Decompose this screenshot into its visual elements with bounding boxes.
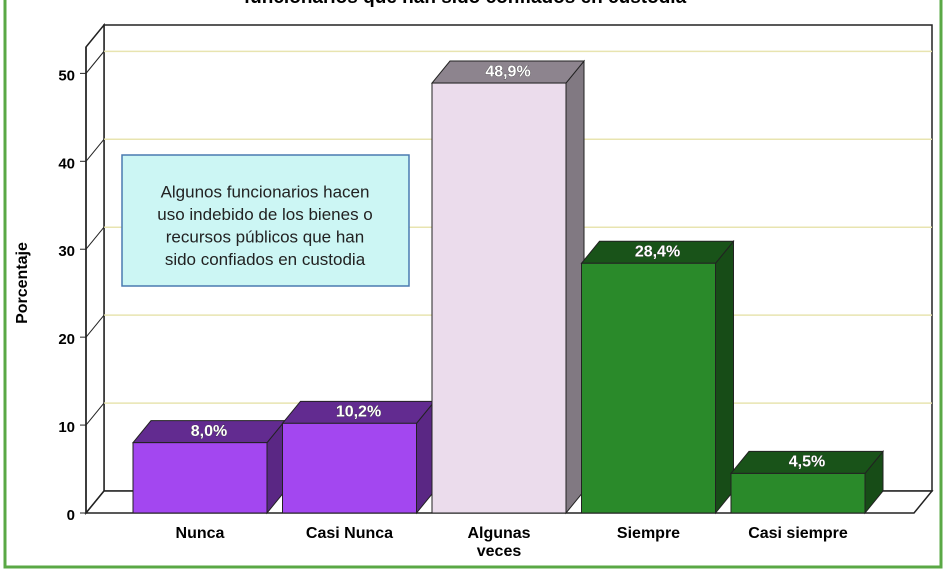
bar-side — [715, 239, 734, 515]
tick-mark — [85, 226, 105, 250]
x-tick-label: Algunas veces — [467, 525, 530, 560]
y-tick-label: 40 — [58, 155, 75, 172]
bar — [132, 442, 268, 514]
annotation: Algunos funcionarios hacen uso indebido d… — [121, 154, 410, 287]
tick-mark — [85, 402, 105, 426]
bar — [730, 472, 866, 514]
bar — [282, 422, 417, 514]
tick-mark — [85, 314, 105, 338]
x-tick-label: Casi siempre — [748, 525, 848, 542]
value-label: 48,9% — [485, 63, 530, 80]
value-label: 28,4% — [635, 244, 680, 261]
y-tick-label: 20 — [58, 331, 75, 348]
value-label: 8,0% — [191, 423, 227, 440]
value-label: 10,2% — [336, 404, 381, 421]
y-axis-label: Porcentaje — [14, 242, 31, 324]
tick-mark — [85, 51, 105, 74]
value-label: 4,5% — [789, 454, 825, 471]
tick-mark — [85, 490, 105, 514]
x-tick-label: Casi Nunca — [306, 525, 393, 542]
y-tick-label: 10 — [58, 419, 75, 436]
bar — [581, 262, 716, 514]
chart-title: funcionarios que han sido confiados en c… — [244, 0, 687, 8]
annotation-text: uso indebido de los bienes o — [157, 205, 373, 224]
annotation-box — [121, 154, 410, 287]
x-tick-label: Nunca — [176, 525, 225, 542]
x-tick-label: Siempre — [617, 525, 680, 542]
left-wall — [85, 22, 105, 516]
y-tick-label: 50 — [58, 67, 75, 84]
annotation-text: recursos públicos que han — [166, 227, 364, 246]
bar — [431, 82, 567, 514]
tick-mark — [85, 138, 105, 162]
annotation-text: Algunos funcionarios hacen — [161, 182, 370, 201]
y-tick-label: 0 — [67, 507, 75, 524]
annotation-text: sido confiados en custodia — [165, 250, 366, 269]
y-tick-label: 30 — [58, 243, 75, 260]
